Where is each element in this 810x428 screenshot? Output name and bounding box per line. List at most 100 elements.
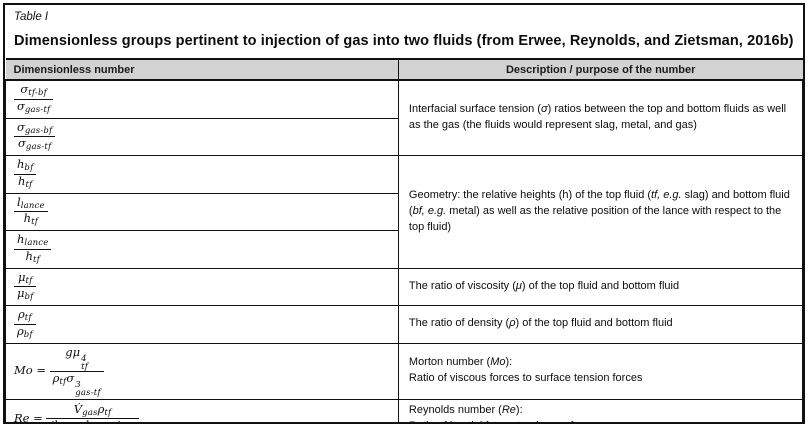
text-segment: Interfacial surface tension ( [408,103,541,116]
fraction-numerator: σtf-bf [14,82,54,100]
dimensionless-number-formula: σtf-bf σgas-tf [14,82,54,115]
fraction: σtf-bf σgas-tf [14,82,54,116]
fraction-denominator: htf [14,173,36,191]
math-token: )μtf [117,418,136,422]
formula-cell: Re = V̇gasρtf(htf − hlance)μtf [5,398,399,424]
math-token: σgas-tf [18,136,52,153]
text-segment: Ratio of viscous forces to surface tensi… [408,372,643,385]
stacked-scripts: 4 tf [81,353,89,372]
fraction-denominator: ρtfσ 3 gas-tf [50,370,104,398]
fraction-denominator: htf [14,212,48,228]
dimensionless-number-formula: hlance htf [14,233,52,265]
math-token: σgas-bf [17,119,53,136]
math-token: llance [17,194,45,211]
dimensionless-number-formula: hbf htf [14,157,37,190]
description-cell: Reynolds number (Re): Ratio of inertial f… [397,398,803,422]
stacked-scripts: 3 gas-tf [75,379,101,398]
fraction-numerator: hlance [14,232,52,250]
fraction-denominator: htf [14,248,51,266]
math-token: ρbf [17,323,33,340]
description-cell: The ratio of viscosity (μ) of the top fl… [397,267,803,307]
math-token: htf [23,211,39,228]
dimensionless-number-formula: Mo = gμ 4 tf ρtfσ 3 gas-tf [14,345,104,397]
text-segment: ρ [509,317,516,330]
text-segment: Mo [490,356,506,369]
math-token: hbf [17,157,34,174]
text-segment: The ratio of viscosity ( [408,279,516,292]
table-caption: Table I Dimensionless groups pertinent t… [5,5,803,49]
text-segment: ) of the top fluid and bottom fluid [521,279,680,292]
column-header-dimensionless-number: Dimensionless number [5,58,399,81]
fraction: σgas-bf σgas-tf [14,119,56,154]
fraction-numerator: hbf [14,157,37,175]
math-token: g [65,344,73,359]
math-token: hlance [17,232,49,249]
text-segment: Geometry: the relative heights (h) of th… [408,188,652,201]
table-label: Table I [14,11,49,23]
fraction-numerator: ρtf [14,308,36,325]
column-header-description: Description / purpose of the number [398,58,803,81]
fraction-numerator: σgas-bf [14,119,56,138]
text-segment: bf, e.g. [412,204,447,217]
formula-cell: σtf-bf σgas-tf [5,79,399,119]
math-token: (htf [49,418,68,422]
dimensionless-number-formula: σgas-bf σgas-tf [14,120,56,152]
math-token: μ 4 tf [72,344,89,372]
text-segment: μ [515,279,522,292]
description-cell: Interfacial surface tension (σ) ratios b… [397,79,803,157]
formula-cell: μtf μbf [5,267,399,307]
fraction-numerator: llance [14,194,48,213]
table-row: Mo = gμ 4 tf ρtfσ 3 gas-tf Morton number (Mo):… [5,342,803,400]
text-segment: ) ratios between the top and bottom flui… [408,103,787,132]
fraction-numerator: μtf [14,269,37,288]
text-segment: ): [505,356,513,369]
math-token: htf [18,173,33,190]
fraction-denominator: (htf − hlance)μtf [46,418,138,422]
dimensionless-groups-table: Dimensionless number Description / purpo… [5,58,803,424]
text-segment: Reynolds number ( [408,403,502,416]
text-segment: The ratio of density ( [408,317,510,330]
text-segment: Morton number ( [408,356,491,369]
math-token: μbf [17,286,34,303]
table-row: hbf htf Geometry: the relative heights (h)… [5,155,803,269]
table-body: σtf-bf σgas-tf Interfacial surface tension… [5,79,803,424]
table-row: ρtf ρbf The ratio of density (ρ) of the to… [5,305,803,344]
fraction-denominator: μbf [14,287,36,303]
math-token: ρtf [97,401,112,418]
text-segment: slag) and bottom fluid ( [408,188,790,217]
formula-cell: llance htf [5,192,399,232]
formula-cell: σgas-bf σgas-tf [5,117,399,157]
formula-cell: ρtf ρbf [5,305,399,344]
table-row: σtf-bf σgas-tf Interfacial surface tension… [5,79,803,157]
dimensionless-number-formula: μtf μbf [14,270,37,302]
math-token: σ 3 gas-tf [66,370,101,398]
table-row: llance htf [5,192,803,232]
fraction: hbf htf [14,157,37,191]
fraction-numerator: gμ 4 tf [49,344,104,372]
text-segment: σ [540,103,548,116]
dimensionless-number-formula: Re = V̇gasρtf(htf − hlance)μtf [14,402,139,424]
fraction: ρtf ρbf [14,308,36,341]
math-token: ρtf [52,370,67,387]
text-segment: ) of the top fluid and bottom fluid [515,317,673,330]
description-cell: Geometry: the relative heights (h) of th… [397,155,803,269]
text-segment: ): [515,403,523,416]
formula-cell: hlance htf [5,230,399,269]
math-token: V̇gas [73,401,98,418]
math-token: − hlance [68,418,116,422]
math-token: Re = [14,410,47,424]
page-title: Dimensionless groups pertinent to inject… [14,33,794,49]
math-token: μtf [18,269,33,286]
fraction-denominator: σgas-tf [14,98,53,116]
header-row: Dimensionless number Description / purpo… [5,58,803,81]
fraction: μtf μbf [14,269,37,304]
text-segment: metal) as well as the relative position … [408,204,782,233]
math-token: htf [25,248,40,265]
math-token: σgas-tf [17,98,51,115]
description-cell: The ratio of density (ρ) of the top flui… [397,305,803,344]
fraction: V̇gasρtf(htf − hlance)μtf [46,401,139,422]
text-segment: tf, e.g. [651,188,682,201]
math-token: ρtf [18,307,32,324]
fraction-numerator: V̇gasρtf [46,401,139,420]
table-row: μtf μbf The ratio of viscosity (μ) of the … [5,267,803,307]
